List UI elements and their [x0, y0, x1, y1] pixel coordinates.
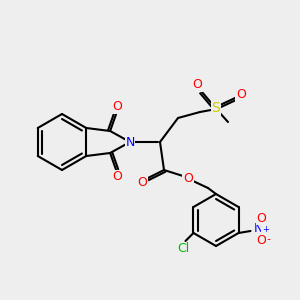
Text: Cl: Cl	[177, 242, 190, 256]
Text: S: S	[212, 101, 220, 115]
Text: O: O	[137, 176, 147, 188]
Text: +: +	[262, 224, 269, 233]
Text: N: N	[254, 223, 263, 236]
Text: O: O	[256, 212, 266, 224]
Text: N: N	[125, 136, 135, 148]
Text: -: -	[266, 234, 271, 244]
Text: O: O	[183, 172, 193, 184]
Text: O: O	[112, 100, 122, 113]
Text: O: O	[112, 170, 122, 184]
Text: O: O	[236, 88, 246, 101]
Text: O: O	[192, 79, 202, 92]
Text: O: O	[256, 233, 266, 247]
